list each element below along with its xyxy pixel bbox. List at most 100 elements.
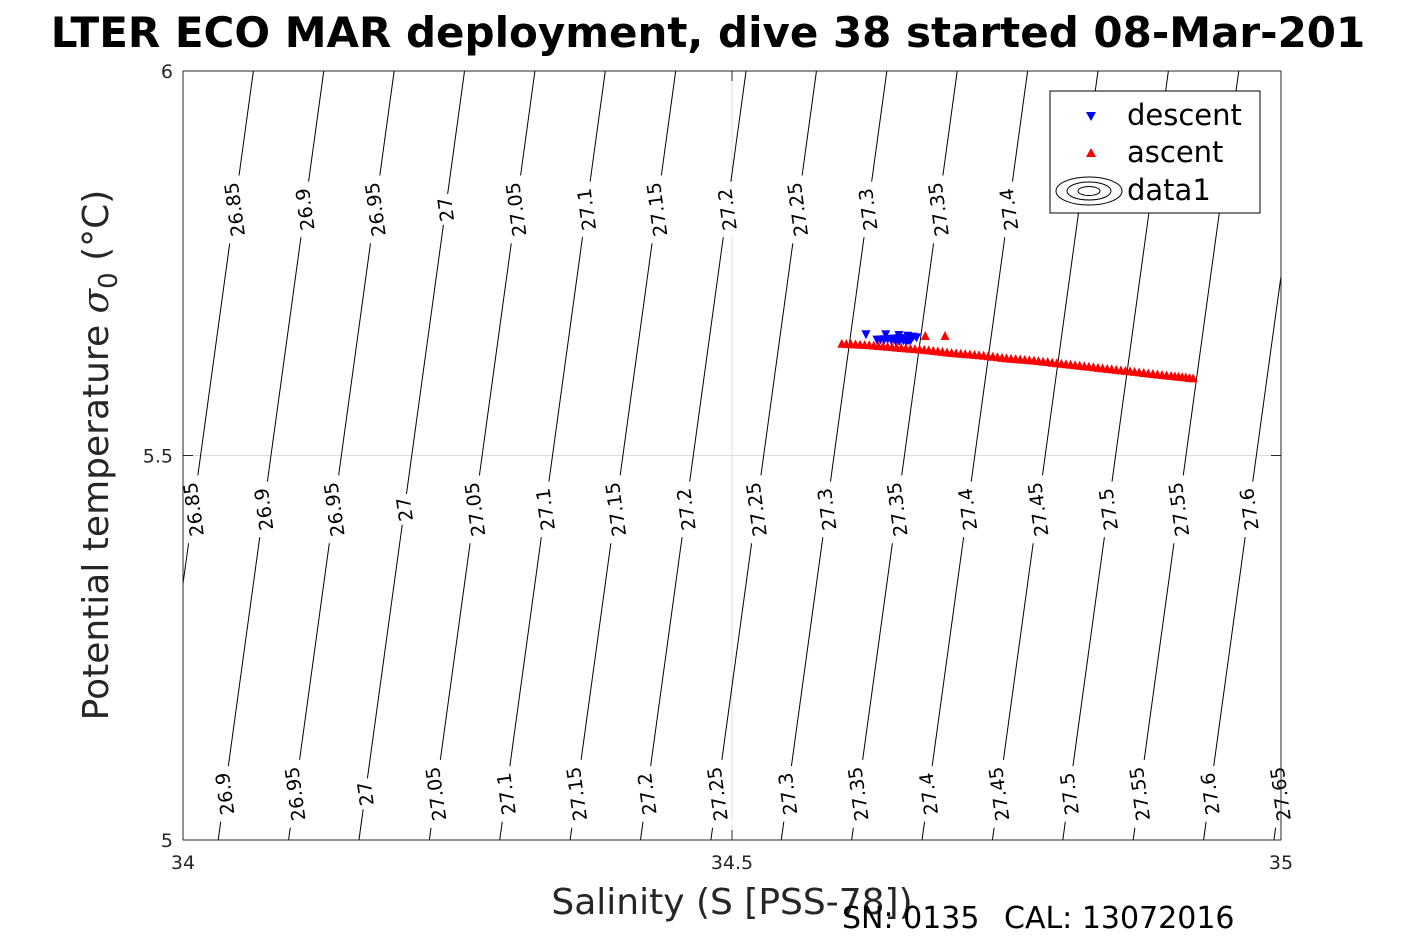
contour-label-group: 26.85	[177, 475, 209, 544]
contour-label-group: 27.1	[571, 181, 601, 238]
contour-label-bg	[773, 765, 803, 823]
contour-label-bg	[853, 181, 883, 238]
legend-contour-icon	[1055, 176, 1123, 206]
descent-point	[911, 333, 921, 343]
descent-point	[881, 330, 891, 340]
contour-label-group: 27.45	[983, 759, 1015, 829]
x-tick-label: 34	[171, 852, 195, 874]
contour-label-group: 27.2	[632, 765, 662, 823]
contour-label-bg	[318, 475, 350, 544]
y-axis-label-subscript: 0	[94, 272, 124, 289]
ascent-point	[940, 331, 950, 341]
contour-label-bg	[420, 759, 452, 829]
contour-label-bg	[782, 175, 813, 244]
contour-label-group: 27.1	[530, 481, 560, 538]
contour-label-bg	[632, 765, 662, 823]
ascent-point	[887, 342, 897, 352]
contour-label-bg	[391, 492, 418, 526]
contour-label-bg	[1195, 765, 1225, 823]
ascent-point	[1162, 370, 1172, 380]
legend-descent-marker	[1086, 112, 1096, 121]
contour-label-group: 27.25	[782, 175, 813, 244]
contour-label-bg	[600, 475, 631, 544]
contour-label: 27	[434, 196, 459, 223]
contour-label-bg	[1163, 475, 1194, 544]
y-axis-label: Potential temperature σ0 (°C)	[76, 190, 124, 721]
contour-label-bg	[712, 181, 742, 238]
ascent-point	[860, 340, 870, 350]
contour-label-bg	[983, 759, 1015, 829]
y-axis-label-unit: (°C)	[76, 190, 117, 273]
ascent-point	[1107, 364, 1117, 374]
ascent-point	[1024, 355, 1034, 365]
contour-label: 27	[354, 780, 379, 807]
contour-label-group: 26.9	[290, 181, 320, 238]
contour-label-bg	[952, 481, 983, 538]
x-axis-label: Salinity (S [PSS-78])	[551, 882, 912, 923]
contour-label-bg	[432, 193, 459, 226]
descent-point	[879, 335, 889, 345]
data-series	[837, 330, 1198, 383]
contour-label-bg	[359, 175, 391, 244]
ascent-point	[920, 331, 930, 341]
contour-label-group: 27.2	[712, 181, 742, 238]
contour-label-group: 26.85	[218, 175, 250, 244]
contour-label-bg	[1093, 481, 1123, 538]
contour-label-bg	[290, 181, 320, 238]
contour-label-bg	[994, 181, 1024, 238]
contour-label-bg	[352, 777, 379, 811]
y-tick-label: 5.5	[143, 446, 173, 468]
ascent-point	[1079, 361, 1089, 371]
contour-label-bg	[530, 481, 560, 538]
ascent-point	[1052, 358, 1062, 368]
contour-label-bg	[1234, 481, 1264, 538]
legend-data1-label: data1	[1127, 173, 1211, 207]
calibration-date: CAL: 13072016	[1004, 901, 1235, 936]
contour-label-bg	[177, 475, 209, 544]
chart-title: LTER ECO MAR deployment, dive 38 started…	[51, 8, 1366, 57]
contour-label-group: 27	[432, 193, 459, 226]
ascent-point	[969, 349, 979, 359]
ascent-point	[997, 352, 1007, 362]
contour-label-group: 27.05	[500, 175, 532, 244]
contour-label-bg	[571, 181, 601, 238]
descent-point	[886, 336, 896, 346]
contour-label-group: 27.5	[1093, 481, 1123, 538]
x-tick-label: 35	[1269, 852, 1293, 874]
y-axis-label-sigma: σ	[76, 287, 117, 313]
contour-label-group: 27.5	[1054, 765, 1084, 823]
y-axis-label-main: Potential temperature	[76, 313, 117, 720]
contour-label-bg	[913, 765, 943, 823]
contour-label-group: 27.25	[701, 759, 733, 829]
contour-label-group: 27.3	[853, 181, 883, 238]
contour-label-bg	[209, 765, 240, 823]
serial-number: SN: 0135	[842, 901, 979, 936]
legend-ascent-marker	[1086, 148, 1096, 157]
contour-label-group: 27	[352, 777, 379, 811]
descent-series	[861, 330, 921, 347]
contour-label-bg	[701, 759, 733, 829]
contour-label-bg	[561, 759, 592, 829]
legend: descent ascent data1	[1049, 90, 1261, 214]
contour-label-group: 27.6	[1234, 481, 1264, 538]
ascent-point	[915, 344, 925, 354]
contour-label-group: 27.3	[773, 765, 803, 823]
contour-label-bg	[279, 759, 311, 829]
contour-label-bg	[842, 759, 874, 829]
contour-label-bg	[459, 475, 491, 544]
contour-label-bg	[641, 175, 673, 244]
isopycnal-27.6	[1203, 275, 1282, 841]
contour-label-bg	[1124, 759, 1155, 829]
descent-point	[894, 336, 904, 346]
contour-label-bg	[881, 475, 913, 544]
contour-label-bg	[249, 481, 279, 538]
axis-ticks: 34 34.5 35 5 5.5 6	[143, 61, 1293, 874]
contour-label-bg	[500, 175, 532, 244]
ascent-point	[1185, 372, 1194, 382]
contour-label-bg	[1022, 475, 1054, 544]
ascent-series	[837, 331, 1198, 383]
legend-descent-label: descent	[1127, 98, 1242, 132]
contour-label-bg	[1054, 765, 1084, 823]
contour-label-bg	[671, 481, 701, 538]
